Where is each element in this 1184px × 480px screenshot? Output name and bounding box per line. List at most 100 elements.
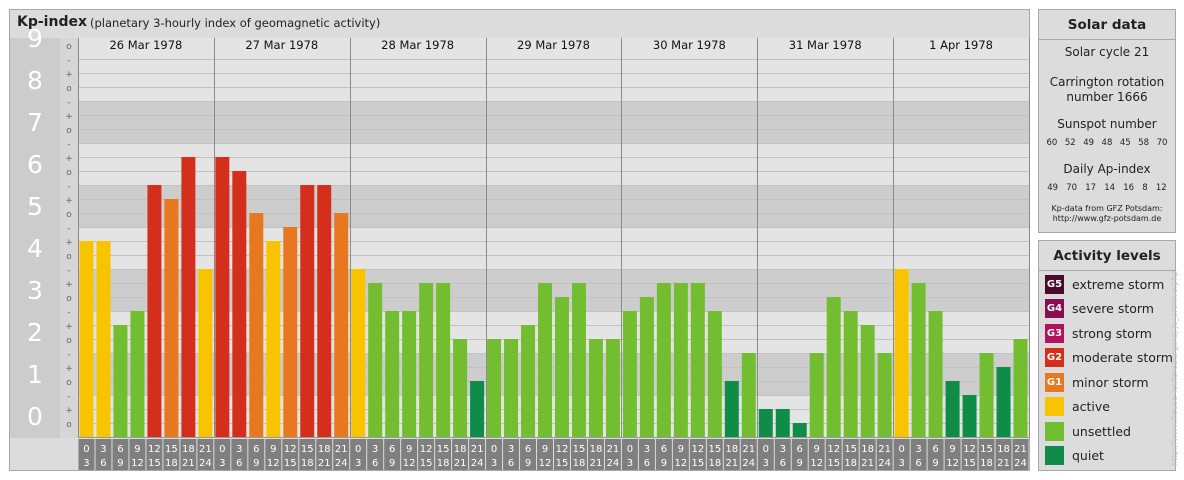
minor-tick-label: - [67, 350, 70, 360]
hour-start-label: 21 [335, 444, 348, 455]
kp-bar [979, 353, 994, 437]
hour-start-label: 9 [949, 444, 955, 455]
hour-end-label: 24 [335, 458, 348, 469]
hour-cell [401, 439, 418, 470]
legend-label: unsettled [1072, 423, 1131, 439]
y-tick-label: 4 [27, 234, 43, 263]
hour-cell [503, 439, 520, 470]
legend-item-unsettled: unsettled [1045, 421, 1131, 441]
hour-end-label: 18 [573, 458, 586, 469]
hour-start-label: 0 [355, 444, 361, 455]
kp-bar [724, 381, 739, 437]
hour-cell [706, 439, 723, 470]
kp-bar [809, 353, 824, 437]
legend-item-extreme-storm: G5 extreme storm [1045, 274, 1164, 294]
hour-start-label: 0 [491, 444, 497, 455]
kp-bar [962, 395, 977, 437]
solar-divider [1039, 39, 1175, 40]
hour-end-label: 6 [780, 458, 786, 469]
kp-bar [928, 311, 943, 437]
kp-bar [826, 297, 841, 437]
ap-value-2: 17 [1085, 183, 1097, 193]
kp-bar [521, 324, 536, 437]
hour-start-label: 9 [270, 444, 276, 455]
hour-cell [163, 439, 180, 470]
hour-end-label: 15 [148, 458, 161, 469]
legend-label: quiet [1072, 448, 1104, 463]
hour-end-label: 24 [742, 458, 755, 469]
day-label: 30 Mar 1978 [653, 38, 726, 52]
hour-start-label: 6 [661, 444, 667, 455]
hour-cell [78, 439, 95, 470]
legend-swatch: G3 [1045, 323, 1064, 343]
legend-label: minor storm [1072, 374, 1149, 390]
hour-cell [672, 439, 689, 470]
hour-cell [146, 439, 163, 470]
hour-end-label: 18 [437, 458, 450, 469]
kp-bar [673, 282, 688, 437]
hour-start-label: 12 [827, 444, 840, 455]
source-link[interactable]: http://www.gfz-potsdam.de [1052, 214, 1162, 223]
hour-start-label: 3 [100, 444, 106, 455]
hour-cell [995, 439, 1012, 470]
hour-start-label: 15 [980, 444, 993, 455]
legend-item-strong-storm: G3 strong storm [1045, 323, 1152, 343]
hour-end-label: 12 [403, 458, 416, 469]
hour-start-label: 6 [117, 444, 123, 455]
kp-bar [96, 240, 111, 437]
hour-end-label: 3 [627, 458, 633, 469]
hour-start-label: 18 [318, 444, 331, 455]
hour-start-label: 18 [725, 444, 738, 455]
hour-end-label: 9 [117, 458, 123, 469]
hour-start-label: 3 [372, 444, 378, 455]
kp-bar [741, 353, 756, 437]
kp-bar [181, 156, 196, 437]
hour-cell [859, 439, 876, 470]
kp-bar [436, 282, 451, 437]
hour-start-label: 6 [797, 444, 803, 455]
hour-end-label: 15 [963, 458, 976, 469]
hour-cell [978, 439, 995, 470]
hour-end-label: 15 [420, 458, 433, 469]
hour-end-label: 9 [661, 458, 667, 469]
legend-item-quiet: quiet [1045, 446, 1104, 466]
legend-swatch [1045, 397, 1064, 416]
source-line-1: Kp-data from GFZ Potsdam: [1051, 204, 1163, 213]
kp-bar [504, 339, 519, 437]
hour-start-label: 6 [253, 444, 259, 455]
minor-tick-label: - [67, 140, 70, 150]
hour-start-label: 12 [284, 444, 297, 455]
hour-end-label: 3 [763, 458, 769, 469]
y-tick-label: 8 [27, 66, 43, 95]
kp-bar [1013, 339, 1028, 437]
hour-start-label: 21 [1014, 444, 1027, 455]
hour-end-label: 18 [708, 458, 721, 469]
minor-tick-label: - [67, 182, 70, 192]
y-tick-label: 7 [27, 108, 43, 137]
kp-bar [470, 381, 485, 437]
hour-cell [791, 439, 808, 470]
y-tick-label: 2 [27, 318, 43, 347]
kp-bar [911, 282, 926, 437]
kp-bar [555, 297, 569, 437]
chart-subtitle: (planetary 3-hourly index of geomagnetic… [90, 16, 381, 30]
hour-start-label: 18 [454, 444, 467, 455]
hour-cell [893, 439, 910, 470]
hour-cell [961, 439, 978, 470]
hour-cell [265, 439, 282, 470]
kp-bar [283, 227, 298, 437]
hour-cell [842, 439, 859, 470]
minor-tick-label: o [66, 294, 72, 304]
minor-tick-label: - [67, 308, 70, 318]
minor-tick-label: o [66, 210, 72, 220]
hour-start-label: 21 [199, 444, 212, 455]
hour-start-label: 15 [708, 444, 721, 455]
sunspot-value-1: 52 [1064, 138, 1076, 148]
hour-cell [95, 439, 112, 470]
y-tick-label: 0 [27, 402, 43, 431]
hour-start-label: 0 [627, 444, 633, 455]
kp-bar [198, 269, 213, 437]
hour-cell [367, 439, 384, 470]
hour-cell [435, 439, 452, 470]
minor-tick-label: - [67, 56, 70, 66]
